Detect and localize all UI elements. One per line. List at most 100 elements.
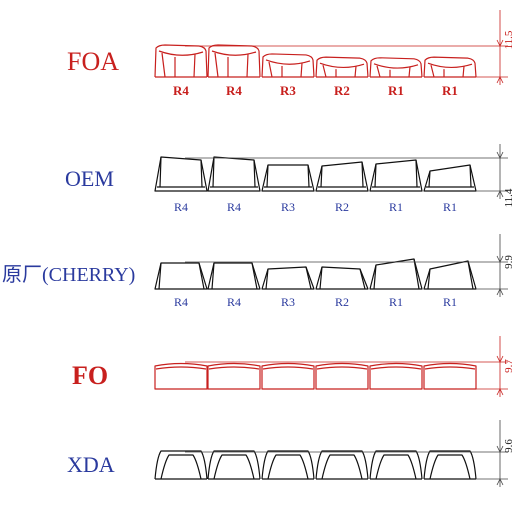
- row-label: R4: [227, 200, 241, 214]
- profile-name: 原厂(CHERRY): [2, 264, 135, 286]
- keycap-outline: [322, 65, 327, 78]
- keycap-outline: [375, 454, 417, 480]
- profile-name: OEM: [65, 166, 114, 191]
- dimension-arrow: [496, 478, 504, 486]
- keycap-outline: [369, 362, 423, 390]
- keycap-outline: [265, 268, 269, 290]
- keycap-outline: [265, 59, 311, 65]
- keycap-outline: [160, 454, 202, 480]
- keycap-outline: [423, 450, 477, 480]
- dimension-arrow: [496, 190, 504, 198]
- keycap-outline: [207, 156, 261, 192]
- keycap-outline: [300, 62, 303, 78]
- keycap-outline: [424, 366, 476, 370]
- keycap-outline: [467, 260, 474, 290]
- keycap-outline: [212, 156, 215, 188]
- keycap-outline: [373, 63, 419, 69]
- profile-name: XDA: [67, 452, 115, 477]
- keycap-outline: [370, 366, 422, 370]
- row-label: R1: [443, 295, 457, 309]
- keycap-outline: [159, 156, 162, 188]
- keycap-outline: [316, 366, 368, 370]
- keycap-outline: [251, 262, 258, 290]
- keycap-outline: [369, 159, 423, 192]
- keycap-outline: [154, 362, 208, 390]
- keycap-outline: [423, 362, 477, 390]
- keycap-outline: [200, 159, 203, 188]
- keycap-outline: [354, 66, 357, 78]
- keycap-outline: [161, 52, 166, 78]
- keycap-outline: [211, 262, 215, 290]
- keycap-outline: [211, 50, 257, 56]
- keycap-outline: [374, 163, 377, 188]
- keycap-outline: [261, 53, 315, 78]
- keycap-outline: [462, 66, 465, 78]
- row-label: R1: [389, 200, 403, 214]
- row-label: R3: [281, 200, 295, 214]
- row-label: R3: [281, 295, 295, 309]
- keycap-outline: [207, 450, 261, 480]
- keycap-outline: [207, 362, 261, 390]
- row-label: R1: [442, 83, 458, 98]
- keycap-outline: [469, 164, 472, 188]
- row-label: R4: [174, 295, 188, 309]
- keycap-outline: [267, 454, 309, 480]
- row-label: R4: [227, 295, 241, 309]
- keycap-outline: [427, 62, 473, 69]
- keycap-outline: [369, 57, 423, 78]
- height-dimension-label: 11.4: [503, 188, 515, 207]
- keycap-outline: [305, 266, 312, 290]
- row-label: R2: [335, 200, 349, 214]
- keycap-outline: [361, 161, 364, 188]
- keycap-outline: [428, 170, 431, 188]
- keycap-outline: [158, 50, 204, 56]
- row-label: R4: [226, 83, 242, 98]
- keycap-outline: [155, 366, 207, 370]
- keycap-outline: [315, 450, 369, 480]
- keycap-outline: [213, 454, 255, 480]
- profile-name: FO: [72, 361, 108, 390]
- row-label: R2: [334, 83, 350, 98]
- dimension-arrow: [496, 255, 504, 263]
- keycap-outline: [307, 164, 310, 188]
- row-label: R1: [388, 83, 404, 98]
- dimension-arrow: [496, 388, 504, 396]
- row-label: R4: [173, 83, 189, 98]
- keycap-outline: [266, 164, 269, 188]
- dimension-arrow: [496, 288, 504, 296]
- row-label: R3: [280, 83, 296, 98]
- keycap-outline: [427, 268, 431, 290]
- height-dimension-label: 9.9: [503, 255, 515, 269]
- keycap-outline: [415, 159, 418, 188]
- height-dimension-label: 11.5: [503, 30, 515, 49]
- dimension-arrow: [496, 445, 504, 453]
- keycap-outline: [315, 362, 369, 390]
- row-label: R1: [443, 200, 457, 214]
- keycap-outline: [429, 454, 471, 480]
- keycap-outline: [154, 450, 208, 480]
- row-label: R1: [389, 295, 403, 309]
- keycap-outline: [413, 258, 420, 290]
- keycap-outline: [268, 61, 273, 78]
- keycap-outline: [319, 62, 365, 69]
- keycap-outline: [154, 156, 208, 192]
- dimension-arrow: [496, 355, 504, 363]
- keycap-outline: [430, 65, 435, 78]
- height-dimension-label: 9.6: [503, 439, 515, 453]
- keycap-outline: [261, 450, 315, 480]
- keycap-outline: [208, 366, 260, 370]
- keycap-outline: [423, 56, 477, 78]
- row-label: R2: [335, 295, 349, 309]
- keycap-outline: [214, 52, 219, 78]
- keycap-outline: [207, 44, 261, 78]
- keycap-outline: [321, 454, 363, 480]
- keycap-outline: [193, 53, 196, 78]
- dimension-arrow: [496, 76, 504, 84]
- keycap-outline: [154, 44, 208, 78]
- keycap-outline: [246, 53, 249, 78]
- keycap-outline: [376, 65, 381, 78]
- dimension-arrow: [496, 151, 504, 159]
- keycap-outline: [158, 262, 162, 290]
- dimension-arrow: [496, 39, 504, 47]
